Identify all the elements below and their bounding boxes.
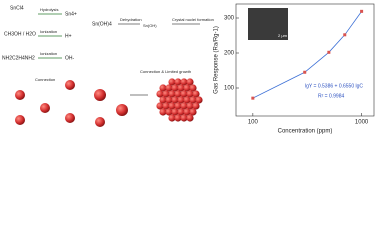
species: H+: [65, 33, 72, 39]
particle: [186, 90, 194, 98]
y-axis-label: Gas Response (Ra/Rg-1): [214, 26, 220, 94]
particle: [174, 78, 182, 86]
step-label: Hydrolysis: [40, 7, 58, 12]
inset-label: 2 μm: [278, 33, 288, 38]
particle: [186, 114, 194, 122]
particle: [174, 90, 182, 98]
particle: [180, 114, 188, 122]
particle: [171, 108, 179, 116]
particle: [177, 96, 185, 104]
data-point: [251, 96, 255, 100]
step-label: Ionization: [40, 51, 57, 56]
particle: [174, 102, 182, 110]
particle-cluster: [156, 78, 203, 122]
nucleation-label: Crystal nuclei formation: [172, 17, 214, 22]
data-point: [303, 70, 307, 74]
reactant: CH3OH / H2O: [4, 31, 36, 37]
figure: SnCl4 CH3OH / H2O NH2C2H4NH2 Hydrolysis …: [2, 3, 375, 135]
particle: [159, 108, 167, 116]
species: OH-: [65, 55, 75, 61]
structure: Sn(OH): [143, 23, 157, 28]
particle: [165, 108, 173, 116]
y-tick-label: 300: [224, 16, 235, 22]
annotation: R² = 0.9984: [318, 93, 344, 99]
growth-label: Connection & Limited growth: [140, 69, 191, 74]
particle: [168, 90, 176, 98]
particle: [186, 102, 194, 110]
particle: [189, 84, 197, 92]
dehydration-label: Dehydration: [120, 17, 142, 22]
reactant: SnCl4: [10, 5, 24, 11]
connection-label: Connection: [35, 77, 55, 82]
diagram: SnCl4 CH3OH / H2O NH2C2H4NH2 Hydrolysis …: [2, 5, 214, 127]
nuclei: [15, 80, 128, 127]
plot-frame: [235, 3, 375, 117]
particle: [177, 108, 185, 116]
data-point: [360, 9, 364, 13]
x-tick-label: 100: [248, 120, 259, 126]
particle: [189, 96, 197, 104]
particle: [174, 114, 182, 122]
particle: [156, 102, 164, 110]
particle: [183, 84, 191, 92]
y-tick-label: 100: [224, 86, 235, 92]
particle: [186, 78, 194, 86]
particle: [177, 84, 185, 92]
particle: [171, 84, 179, 92]
particle: [180, 78, 188, 86]
step-label: Ionization: [40, 29, 57, 34]
particle: [195, 96, 203, 104]
annotation: lgY = 0.5386 + 0.6550 lgC: [305, 83, 363, 89]
particle: [183, 108, 191, 116]
particle: [165, 96, 173, 104]
particle: [168, 78, 176, 86]
data-point: [327, 50, 331, 54]
particle: [189, 108, 197, 116]
particle: [171, 96, 179, 104]
data-point: [343, 33, 347, 37]
particle: [192, 102, 200, 110]
particle: [183, 96, 191, 104]
y-tick-label: 200: [224, 51, 235, 57]
x-axis-label: Concentration (ppm): [278, 129, 333, 135]
particle: [162, 90, 170, 98]
particle: [168, 102, 176, 110]
sem-inset: [248, 8, 288, 40]
particle: [168, 114, 176, 122]
particle: [180, 102, 188, 110]
x-tick-label: 1000: [355, 120, 369, 126]
particle: [165, 84, 173, 92]
species: Sn4+: [65, 11, 77, 17]
reactant: NH2C2H4NH2: [2, 55, 35, 61]
particle: [156, 90, 164, 98]
particle: [159, 96, 167, 104]
particle: [180, 90, 188, 98]
chart: 2 μm lgY = 0.5386 + 0.6550 lgC R² = 0.99…: [214, 3, 375, 135]
particle: [162, 102, 170, 110]
intermediate: Sn(OH)4: [92, 21, 112, 27]
particle: [159, 84, 167, 92]
particle: [192, 90, 200, 98]
